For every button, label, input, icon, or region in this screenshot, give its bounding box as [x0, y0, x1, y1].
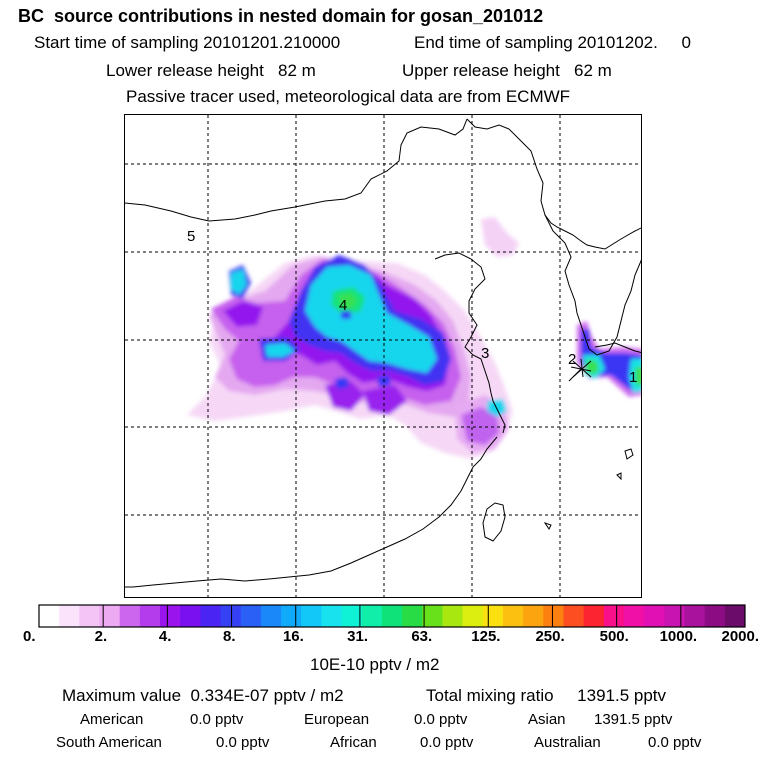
plume-faint-north — [481, 217, 519, 257]
northeast-border — [466, 118, 641, 250]
american-value: 0.0 pptv — [190, 711, 244, 728]
colorbar-tick-label: 1000. — [659, 628, 698, 645]
start-time-label: Start time of sampling 20101201.210000 — [34, 33, 341, 52]
colorbar-tick-label: 500. — [599, 628, 629, 645]
colorbar-tick-label: 250. — [535, 628, 565, 645]
south-american-value: 0.0 pptv — [216, 734, 270, 751]
japan-coast — [594, 342, 641, 354]
european-value: 0.0 pptv — [414, 711, 468, 728]
colorbar-swatch — [442, 605, 464, 627]
region-label-5: 5 — [187, 228, 195, 245]
source-contribution-map: 5 4 3 2 1 — [124, 114, 642, 598]
colorbar-swatch — [139, 605, 161, 627]
plume-green-core — [339, 293, 357, 309]
plume-magenta-east — [461, 407, 499, 445]
colorbar-tick-label: 4. — [158, 628, 172, 645]
african-label: African — [330, 734, 377, 751]
colorbar-swatch — [422, 605, 443, 627]
colorbar-swatch — [704, 605, 726, 627]
region-label-2: 2 — [568, 351, 576, 368]
australian-value: 0.0 pptv — [648, 734, 702, 751]
colorbar-swatch — [583, 605, 605, 627]
region-label-1: 1 — [629, 369, 637, 386]
maximum-value: Maximum value 0.334E-07 pptv / m2 — [62, 686, 344, 705]
colorbar-swatch — [59, 605, 80, 627]
south-american-label: South American — [56, 734, 162, 751]
colorbar-swatch — [644, 605, 665, 627]
colorbar — [38, 604, 746, 628]
colorbar-swatch — [180, 605, 201, 627]
receptor-star-icon — [568, 358, 592, 382]
colorbar-swatch — [39, 605, 60, 627]
total-mixing-ratio: Total mixing ratio 1391.5 pptv — [426, 686, 667, 705]
asian-label: Asian — [528, 711, 566, 728]
upper-release-height: Upper release height 62 m — [402, 61, 612, 80]
colorbar-swatch — [724, 605, 746, 627]
china-coast-south — [125, 436, 498, 588]
colorbar-tick-label: 63. — [411, 628, 433, 645]
colorbar-swatch — [523, 605, 544, 627]
end-time-label: End time of sampling 20101202. 0 — [414, 33, 691, 52]
colorbar-swatch — [200, 605, 222, 627]
colorbar-swatch — [482, 605, 504, 627]
colorbar-swatch — [462, 605, 484, 627]
concentration-field — [187, 217, 519, 459]
map-canvas: 5 4 3 2 1 — [125, 115, 641, 597]
colorbar-swatch — [341, 605, 363, 627]
plume-violet-south — [325, 381, 407, 415]
colorbar-tick-label: 2000. — [721, 628, 760, 645]
asian-value: 1391.5 pptv — [594, 711, 673, 728]
coastlines — [125, 118, 641, 588]
lat-lon-grid — [125, 115, 641, 597]
plume-cyan — [231, 265, 507, 417]
colorbar-swatch — [79, 605, 101, 627]
colorbar-swatch — [160, 605, 181, 627]
colorbar-tick-label: 8. — [223, 628, 236, 645]
colorbar-tick-label: 0. — [23, 628, 36, 645]
colorbar-unit: 10E-10 pptv / m2 — [310, 655, 440, 674]
region-labels: 5 4 3 2 1 — [187, 228, 637, 386]
tracer-note: Passive tracer used, meteorological data… — [126, 87, 571, 106]
colorbar-swatch — [603, 605, 625, 627]
american-label: American — [80, 711, 144, 728]
region-label-3: 3 — [481, 345, 489, 362]
colorbar-swatch — [301, 605, 322, 627]
colorbar-swatch — [321, 605, 343, 627]
colorbar-swatch — [402, 605, 423, 627]
colorbar-swatch — [502, 605, 524, 627]
colorbar-swatch — [381, 605, 403, 627]
colorbar-swatch — [260, 605, 282, 627]
colorbar-tick-label: 31. — [347, 628, 369, 645]
colorbar-swatch — [99, 605, 121, 627]
lower-release-height: Lower release height 82 m — [106, 61, 316, 80]
mongolia-border — [125, 118, 468, 222]
map-title: BC source contributions in nested domain… — [18, 6, 544, 26]
colorbar-swatch — [220, 605, 242, 627]
china-coast-north — [434, 252, 506, 434]
taiwan — [482, 502, 506, 542]
colorbar-swatch — [684, 605, 706, 627]
colorbar-frame — [38, 604, 746, 628]
japan-islands — [543, 448, 634, 530]
korea-coast — [544, 214, 641, 356]
african-value: 0.0 pptv — [420, 734, 474, 751]
colorbar-swatch — [361, 605, 383, 627]
colorbar-tick-label: 125. — [471, 628, 501, 645]
colorbar-swatch — [281, 605, 302, 627]
colorbar-tick-label: 2. — [94, 628, 108, 645]
european-label: European — [304, 711, 370, 728]
colorbar-swatch — [119, 605, 141, 627]
colorbar-swatch — [664, 605, 685, 627]
colorbar-swatch — [623, 605, 645, 627]
colorbar-swatch — [543, 605, 564, 627]
colorbar-swatch — [563, 605, 585, 627]
australian-label: Australian — [534, 734, 601, 751]
region-label-4: 4 — [339, 297, 347, 314]
plume-blue-spots — [335, 311, 391, 389]
colorbar-tick-label: 16. — [282, 628, 304, 645]
colorbar-swatch — [240, 605, 262, 627]
